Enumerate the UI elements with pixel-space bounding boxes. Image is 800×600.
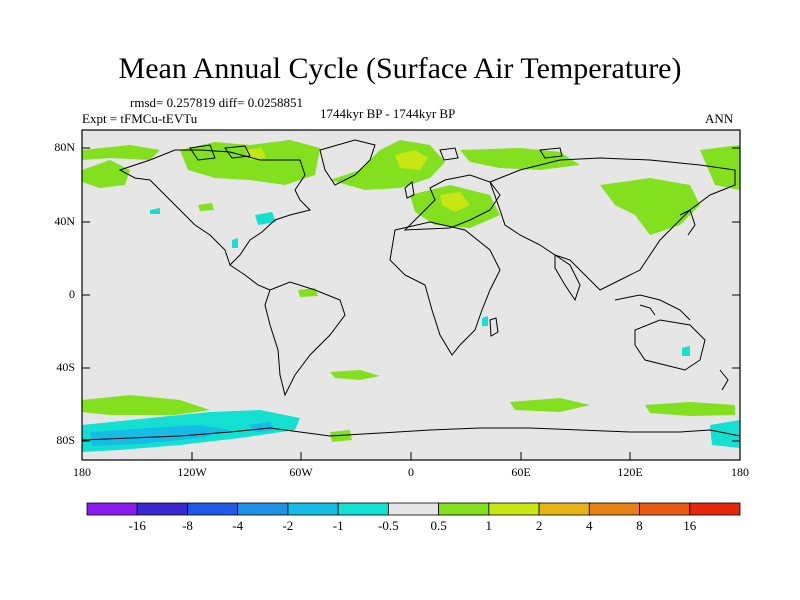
colorbar-swatch (187, 502, 239, 516)
colorbar-tick-label: 2 (535, 518, 543, 533)
lon-label-180e: 180 (731, 465, 749, 479)
lat-label-0: 0 (69, 287, 75, 301)
colorbar-swatch (488, 502, 540, 516)
colorbar-tick-label: 1 (485, 518, 493, 533)
colorbar-tick-label: 4 (586, 518, 593, 533)
colorbar-tick-label: -8 (182, 518, 193, 533)
colorbar-swatch (337, 502, 389, 516)
colorbar-tick-label: -16 (128, 518, 146, 533)
colorbar-tick-label: -0.5 (378, 518, 399, 533)
lat-label-80n: 80N (54, 140, 75, 154)
colorbar-tick-label: -1 (332, 518, 344, 533)
colorbar-swatch (86, 502, 138, 516)
colorbar-tick-label: -4 (232, 518, 244, 533)
rmsd-diff-stats: rmsd= 0.257819 diff= 0.0258851 (130, 95, 303, 110)
colorbar-swatch (588, 502, 640, 516)
colorbar-tick-label: 0.5 (430, 518, 447, 533)
season-label: ANN (705, 111, 734, 126)
positive-anomaly-regions (82, 140, 740, 442)
colorbar-swatch (639, 502, 691, 516)
colorbar-swatch (538, 502, 590, 516)
lon-label-180w: 180 (73, 465, 91, 479)
lon-label-120w: 120W (177, 465, 207, 479)
experiment-label: Expt = tFMCu-tEVTu (82, 111, 198, 126)
lat-label-80s: 80S (56, 433, 75, 447)
time-period-label: 1744kyr BP - 1744kyr BP (320, 106, 456, 121)
colorbar-swatch (689, 502, 741, 516)
colorbar-tick-label: -2 (282, 518, 294, 533)
lon-label-60e: 60E (511, 465, 531, 479)
lon-label-120e: 120E (617, 465, 643, 479)
colorbar-tick-label: 8 (636, 518, 643, 533)
coastlines (81, 139, 741, 441)
colorbar-swatch (237, 502, 289, 516)
colorbar-tick-label: 16 (683, 518, 697, 533)
lon-label-0: 0 (408, 465, 414, 479)
map-title: Mean Annual Cycle (Surface Air Temperatu… (118, 52, 682, 85)
colorbar-swatch (287, 502, 339, 516)
colorbar (86, 502, 741, 516)
lat-label-40s: 40S (56, 360, 75, 374)
axis-ticks (82, 147, 740, 460)
colorbar-swatch (387, 502, 440, 516)
colorbar-swatch (438, 502, 490, 516)
lon-label-60w: 60W (289, 465, 313, 479)
lat-label-40n: 40N (54, 214, 75, 228)
colorbar-swatch (136, 502, 188, 516)
